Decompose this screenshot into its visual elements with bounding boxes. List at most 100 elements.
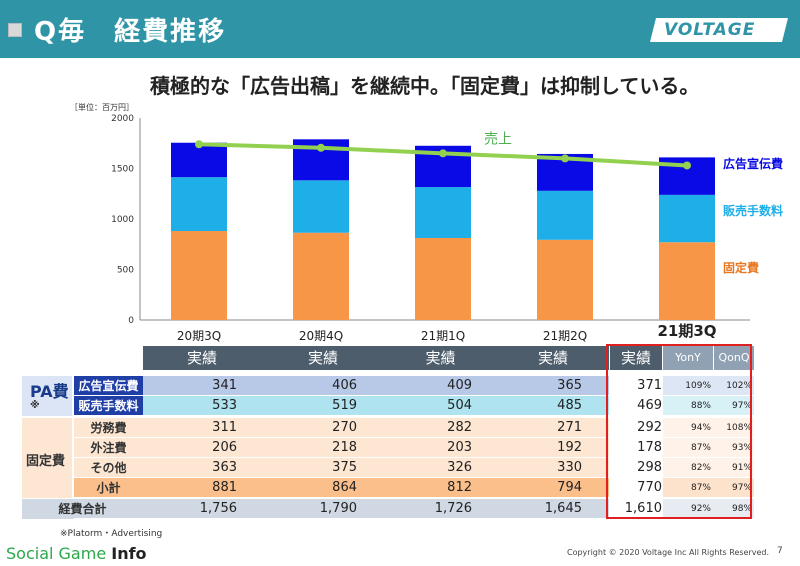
- table-cell: 292: [637, 420, 662, 435]
- y-tick-label: 0: [128, 316, 134, 326]
- row-divider: [74, 415, 754, 416]
- x-tick-label: 20期3Q: [177, 329, 221, 343]
- table-row: [74, 396, 609, 416]
- row-divider: [74, 457, 754, 458]
- table-cell: 192: [557, 440, 582, 455]
- row-label: その他: [90, 461, 127, 475]
- table-cell: 178: [637, 440, 662, 455]
- y-tick-label: 1500: [111, 165, 134, 175]
- bar-segment: [537, 239, 593, 320]
- table-cell: 330: [557, 460, 582, 475]
- y-tick-label: 1000: [111, 215, 134, 225]
- table-row-pct-bg: [663, 438, 754, 458]
- table-cell: 1,645: [544, 501, 582, 516]
- qonq-cell: 108%: [726, 423, 752, 433]
- bar-segment: [171, 142, 227, 178]
- table-row-pct-bg: [663, 418, 754, 438]
- fixed-group-bg: [22, 418, 72, 498]
- qonq-cell: 91%: [731, 463, 752, 473]
- table-cell: 1,726: [434, 501, 472, 516]
- table-row: [74, 376, 609, 396]
- yony-cell: 87%: [690, 443, 711, 453]
- table-cell: 271: [557, 420, 582, 435]
- x-tick-label: 20期4Q: [299, 329, 343, 343]
- row-divider: [74, 497, 754, 498]
- legend-label: 固定費: [723, 260, 759, 275]
- table-cell: 1,790: [319, 501, 357, 516]
- table-header-cell: YonY: [663, 346, 713, 370]
- table-cell: 406: [332, 378, 357, 393]
- table-cell: 409: [447, 378, 472, 393]
- slide-subtitle: 積極的な「広告出稿」を継続中。「固定費」は抑制している。: [150, 74, 700, 98]
- bar-segment: [537, 190, 593, 240]
- table-cell: 326: [447, 460, 472, 475]
- bar-segment: [171, 231, 227, 320]
- x-tick-label: 21期2Q: [543, 329, 587, 343]
- unit-label: ［単位：百万円］: [70, 103, 134, 112]
- table-row: [22, 499, 609, 519]
- brand-part2: Info: [111, 544, 147, 563]
- y-tick-label: 500: [117, 266, 134, 276]
- row-divider: [74, 437, 754, 438]
- row-label: 広告宣伝費: [74, 376, 143, 396]
- page-title: Q毎 経費推移: [34, 17, 227, 47]
- bar-segment: [659, 242, 715, 320]
- table-cell: 365: [557, 378, 582, 393]
- table-cell: 519: [332, 398, 357, 413]
- sales-point: [561, 154, 569, 163]
- table-cell: 794: [557, 480, 582, 495]
- table-cell: 218: [332, 440, 357, 455]
- sales-point: [195, 140, 203, 149]
- highlight-box: [606, 344, 752, 519]
- qonq-cell: 93%: [731, 443, 752, 453]
- pa-group-bg: [22, 376, 72, 416]
- yony-cell: 82%: [690, 463, 711, 473]
- table-cell: 469: [637, 398, 662, 413]
- bar-segment: [171, 177, 227, 232]
- table-cell: 533: [212, 398, 237, 413]
- yony-cell: 94%: [690, 423, 711, 433]
- table-cell: 341: [212, 378, 237, 393]
- table-header-cell: 実績: [143, 346, 261, 370]
- sales-point: [317, 143, 325, 152]
- bar-segment: [293, 232, 349, 320]
- fixed-group-label: 固定費: [26, 454, 66, 469]
- table-cell: 363: [212, 460, 237, 475]
- table-header-cell: 実績: [500, 346, 606, 370]
- sales-point: [439, 149, 447, 158]
- brand-watermark: Social Game Info: [6, 544, 147, 563]
- table-row: [74, 458, 609, 478]
- bar-segment: [415, 187, 471, 238]
- table-cell: 203: [447, 440, 472, 455]
- table-row: [74, 478, 609, 498]
- table-cell: 1,610: [624, 501, 662, 516]
- table-cell: 1,756: [199, 501, 237, 516]
- table-row: [74, 418, 609, 438]
- table-cell: 282: [447, 420, 472, 435]
- x-tick-label: 21期3Q: [657, 322, 716, 340]
- qonq-cell: 97%: [731, 483, 752, 493]
- row-divider: [74, 477, 754, 478]
- yony-cell: 109%: [685, 381, 711, 391]
- copyright: Copyright © 2020 Voltage Inc All Rights …: [567, 548, 770, 557]
- table-header-cell: 実績: [610, 346, 662, 370]
- table-cell: 504: [447, 398, 472, 413]
- row-divider: [74, 518, 754, 519]
- qonq-cell: 102%: [726, 381, 752, 391]
- table-cell: 770: [637, 480, 662, 495]
- bullet-square-icon: [8, 23, 22, 37]
- expense-chart: 0 500 1000 1500 2000 20期3Q 20期4Q 21期1Q 21期2Q 21期3…: [111, 114, 783, 343]
- pa-group-note: ※: [30, 400, 40, 411]
- row-label: 小計: [96, 481, 121, 495]
- legend-label: 広告宣伝費: [723, 156, 783, 171]
- table-header-cell: 実績: [385, 346, 496, 370]
- table-cell: 812: [447, 480, 472, 495]
- x-tick-label: 21期1Q: [421, 329, 465, 343]
- table-header-cell: QonQ: [714, 346, 754, 370]
- table-cell: 270: [332, 420, 357, 435]
- y-tick-label: 2000: [111, 114, 134, 124]
- table-cell: 864: [332, 480, 357, 495]
- row-label: 外注費: [90, 441, 127, 455]
- logo-text: VOLTAGE: [664, 20, 756, 40]
- table-row: [74, 438, 609, 458]
